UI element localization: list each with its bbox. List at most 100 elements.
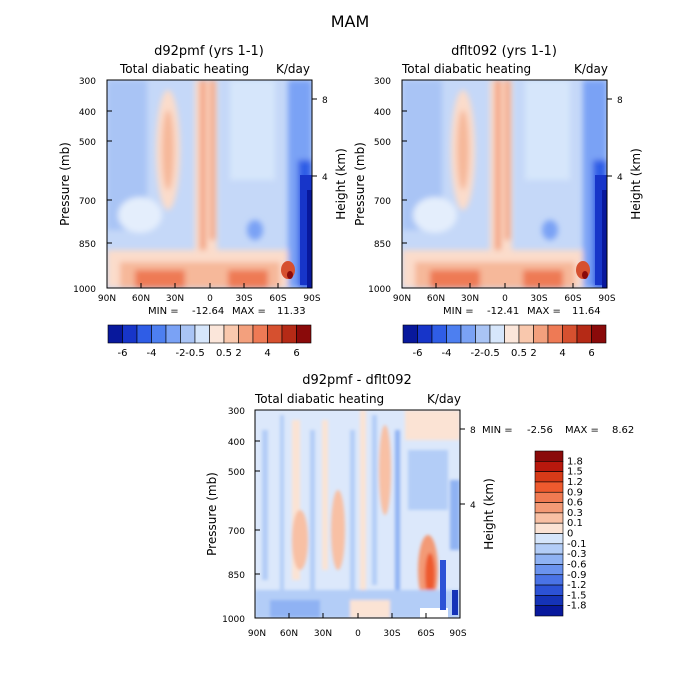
x-axis: 90N 60N 30N 0 30S 60S 90S bbox=[393, 283, 616, 304]
y2-tick-label: 4 bbox=[617, 173, 623, 183]
colorbar-swatch bbox=[534, 533, 564, 545]
y2-tick-label: 8 bbox=[470, 426, 476, 436]
max-value: 11.64 bbox=[572, 306, 601, 317]
colorbar-label: -6 bbox=[118, 348, 128, 359]
colorbar-swatch bbox=[534, 595, 564, 606]
min-value: -2.56 bbox=[527, 425, 553, 436]
panel-left-subtitle: Total diabatic heating bbox=[119, 62, 249, 76]
colorbar-swatch bbox=[533, 324, 549, 344]
panel-title: d92pmf (yrs 1-1) bbox=[154, 44, 264, 59]
colorbar-swatch bbox=[238, 324, 254, 344]
min-label: MIN = bbox=[148, 306, 179, 317]
y-tick-label: 700 bbox=[79, 197, 96, 207]
y2-tick-label: 8 bbox=[322, 96, 328, 106]
x-tick-label: 60N bbox=[132, 294, 150, 304]
y-tick-label: 700 bbox=[374, 197, 391, 207]
colorbar-swatch bbox=[562, 324, 578, 344]
colorbar-swatch bbox=[534, 491, 564, 503]
y-tick-label: 400 bbox=[374, 108, 391, 118]
y-tick-label: 700 bbox=[228, 527, 245, 537]
x-tick-label: 30N bbox=[314, 629, 332, 639]
y-tick-label: 1000 bbox=[73, 285, 96, 295]
colorbar-swatch bbox=[281, 324, 297, 344]
x-tick-label: 90S bbox=[449, 629, 466, 639]
x-tick-label: 60S bbox=[269, 294, 286, 304]
panel-difference: d92pmf - dflt092 Total diabatic heating … bbox=[205, 373, 634, 639]
colorbar-label: 6 bbox=[293, 348, 299, 359]
y-tick-label: 400 bbox=[79, 108, 96, 118]
colorbar-label: 1.2 bbox=[567, 477, 583, 488]
y2-axis-label: Height (km) bbox=[629, 148, 643, 219]
x-tick-label: 60S bbox=[564, 294, 581, 304]
colorbar-label: -0.6 bbox=[567, 559, 587, 570]
colorbar-label: -0.1 bbox=[567, 539, 587, 550]
panel-left-subtitle: Total diabatic heating bbox=[254, 392, 384, 406]
colorbar-label: -1.8 bbox=[567, 601, 587, 612]
y2-tick-label: 4 bbox=[470, 501, 476, 511]
colorbar-swatch bbox=[489, 324, 505, 344]
colorbar-swatch bbox=[534, 450, 564, 462]
x-tick-label: 90N bbox=[98, 294, 116, 304]
stats-line: MIN = -12.41 MAX = 11.64 bbox=[443, 306, 601, 317]
colorbar-label: 1.8 bbox=[567, 456, 583, 467]
x-tick-label: 90S bbox=[598, 294, 615, 304]
heatmap-field bbox=[255, 410, 460, 618]
y2-axis: 8 4 Height (km) bbox=[460, 426, 496, 550]
y-tick-label: 850 bbox=[374, 240, 391, 250]
y-tick-label: 1000 bbox=[368, 285, 391, 295]
main-title: MAM bbox=[331, 12, 370, 31]
stats-line: MIN = -12.64 MAX = 11.33 bbox=[148, 306, 306, 317]
colorbar-swatch bbox=[136, 324, 152, 344]
y-axis-label: Pressure (mb) bbox=[353, 142, 367, 226]
colorbar-swatch bbox=[534, 584, 564, 596]
colorbar-vertical: 1.81.51.20.90.60.30.10-0.1-0.3-0.6-0.9-1… bbox=[534, 450, 587, 617]
colorbar-label: -1.5 bbox=[567, 590, 587, 601]
y-tick-label: 850 bbox=[228, 571, 245, 581]
colorbar-swatch bbox=[151, 324, 167, 344]
colorbar-swatch bbox=[534, 543, 564, 555]
colorbar-swatch bbox=[446, 324, 462, 344]
y-tick-label: 300 bbox=[79, 77, 96, 87]
y-axis: 300 400 500 700 850 1000 Pressure (mb) bbox=[353, 77, 407, 295]
colorbar-swatch bbox=[534, 512, 564, 524]
colorbar-label: 6 bbox=[588, 348, 594, 359]
colorbar-label: -6 bbox=[413, 348, 423, 359]
colorbar-label: 0 bbox=[567, 529, 573, 540]
x-tick-label: 60N bbox=[280, 629, 298, 639]
panel-dflt092: dflt092 (yrs 1-1) Total diabatic heating… bbox=[353, 44, 643, 359]
panel-units: K/day bbox=[276, 62, 310, 76]
y-tick-label: 850 bbox=[79, 240, 96, 250]
y-axis: 300 400 500 700 850 1000 Pressure (mb) bbox=[58, 77, 112, 295]
y2-axis-label: Height (km) bbox=[482, 478, 496, 549]
colorbar-swatch bbox=[534, 461, 564, 472]
colorbar-label: 0.5 bbox=[511, 348, 527, 359]
colorbar-label: -0.9 bbox=[567, 570, 587, 581]
max-value: 11.33 bbox=[277, 306, 306, 317]
colorbar-label: 0.3 bbox=[567, 508, 583, 519]
colorbar-label: 4 bbox=[264, 348, 270, 359]
colorbar-swatch bbox=[417, 324, 433, 344]
x-tick-label: 30S bbox=[383, 629, 400, 639]
x-tick-label: 60N bbox=[427, 294, 445, 304]
colorbar-swatch bbox=[534, 481, 564, 493]
y2-tick-label: 8 bbox=[617, 96, 623, 106]
x-tick-label: 30S bbox=[235, 294, 252, 304]
colorbar-horizontal: -6 -4 -2 -0.5 0.5 2 4 6 bbox=[107, 324, 312, 359]
y-tick-label: 300 bbox=[228, 407, 245, 417]
panel-d92pmf: d92pmf (yrs 1-1) Total diabatic heating … bbox=[58, 44, 348, 359]
y-tick-label: 500 bbox=[374, 138, 391, 148]
colorbar-label: -0.3 bbox=[567, 549, 587, 560]
colorbar-swatch bbox=[252, 324, 268, 344]
colorbar-swatch bbox=[460, 324, 476, 344]
colorbar-swatch bbox=[576, 324, 592, 344]
colorbar-swatch bbox=[534, 574, 564, 586]
y2-axis-label: Height (km) bbox=[334, 148, 348, 219]
x-tick-label: 30S bbox=[530, 294, 547, 304]
x-tick-label: 90N bbox=[248, 629, 266, 639]
max-label: MAX = bbox=[565, 425, 599, 436]
panel-title: dflt092 (yrs 1-1) bbox=[451, 44, 557, 59]
y-axis: 300 400 500 700 850 1000 Pressure (mb) bbox=[205, 407, 260, 625]
colorbar-label: 1.5 bbox=[567, 467, 583, 478]
colorbar-horizontal: -6 -4 -2 -0.5 0.5 2 4 6 bbox=[402, 324, 607, 359]
